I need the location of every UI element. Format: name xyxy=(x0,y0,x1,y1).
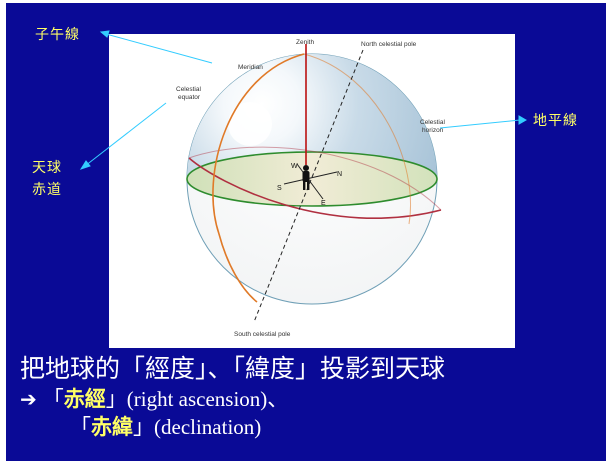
meridian-front xyxy=(212,53,305,303)
north-pole-label: North celestial pole xyxy=(361,41,417,48)
celestial-horizon-label-1: Celestial xyxy=(420,119,445,126)
celestial-equator-front xyxy=(188,157,442,219)
sphere-highlight xyxy=(228,102,272,146)
observer-figure xyxy=(302,165,310,190)
open-bracket: 「 xyxy=(70,415,91,439)
declination-line: 「赤緯」(declination) xyxy=(20,413,600,441)
right-ascension-english: 」(right ascension)、 xyxy=(105,387,289,411)
celestial-equator-label-1: Celestial xyxy=(176,86,201,93)
compass-s: S xyxy=(277,185,282,192)
meridian-callout-line xyxy=(105,33,213,64)
callout-lines xyxy=(79,30,528,170)
right-ascension-term: 赤經 xyxy=(63,386,106,411)
equator-callout-arrowhead xyxy=(79,160,91,170)
declination-english: 」(declination) xyxy=(133,415,262,439)
slide: W N S E Zenith North celestial pole Meri… xyxy=(6,3,606,461)
compass-w: W xyxy=(291,163,298,170)
open-bracket: 「 xyxy=(42,387,64,411)
compass-we xyxy=(296,163,324,200)
slide-body-text: 把地球的「經度」、「緯度」投影到天球 ➔ 「赤經」(right ascension… xyxy=(20,353,600,441)
meridian-label: Meridian xyxy=(238,64,263,71)
equator-callout-line xyxy=(84,102,167,167)
celestial-equator-label-2: equator xyxy=(178,94,201,101)
compass-n: N xyxy=(337,171,342,178)
celestial-equator-annotation-line2: 赤道 xyxy=(32,182,62,198)
zenith-label: Zenith xyxy=(296,39,314,46)
compass-e: E xyxy=(321,200,326,207)
horizon-callout-line xyxy=(439,119,521,129)
celestial-equator-annotation-line1: 天球 xyxy=(32,160,62,176)
meridian-annotation: 子午線 xyxy=(35,27,80,43)
horizon-annotation: 地平線 xyxy=(533,113,578,129)
horizon-callout-arrowhead xyxy=(518,115,528,125)
south-pole-label: South celestial pole xyxy=(234,331,291,338)
celestial-horizon-label-2: horizon xyxy=(422,127,444,134)
compass-ns xyxy=(283,171,338,185)
upper-hemisphere xyxy=(187,54,437,179)
meridian-callout-arrowhead xyxy=(99,30,110,38)
meridian-back xyxy=(303,53,411,225)
celestial-sphere-svg: W N S E Zenith North celestial pole Meri… xyxy=(176,39,445,338)
right-ascension-line: ➔ 「赤經」(right ascension)、 xyxy=(20,385,600,413)
arrow-right-icon: ➔ xyxy=(20,387,37,411)
projection-statement: 把地球的「經度」、「緯度」投影到天球 xyxy=(20,354,446,383)
declination-term: 赤緯 xyxy=(91,414,133,439)
celestial-sphere-diagram: W N S E Zenith North celestial pole Meri… xyxy=(109,34,515,348)
